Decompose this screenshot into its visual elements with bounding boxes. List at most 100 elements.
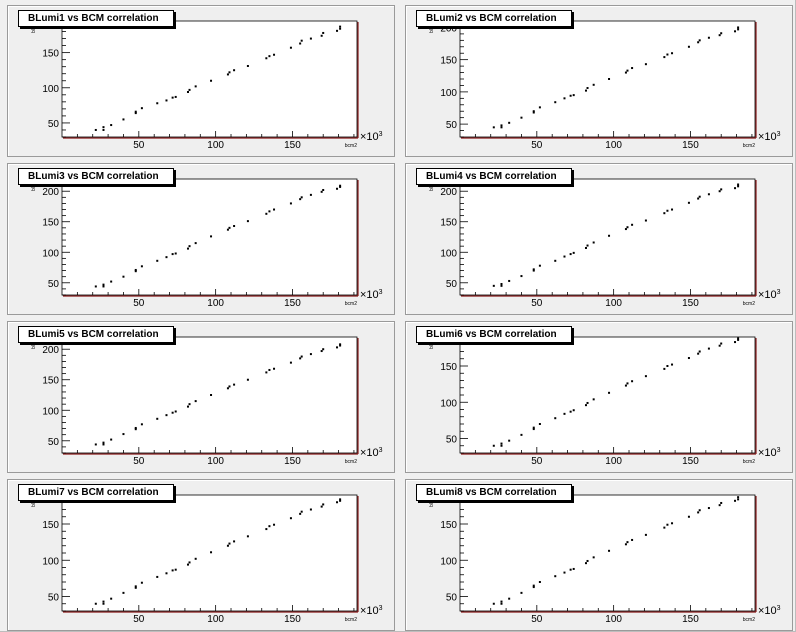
data-point: [336, 187, 339, 190]
data-point: [718, 34, 721, 37]
data-point: [737, 26, 740, 29]
y-tick-label: 200: [440, 187, 457, 198]
data-point: [608, 234, 611, 237]
x-tick-label: 100: [207, 614, 224, 625]
data-point: [663, 526, 666, 529]
data-point: [339, 25, 342, 28]
data-point: [624, 71, 627, 74]
data-point: [134, 586, 137, 589]
data-point: [156, 102, 159, 105]
data-point: [320, 505, 323, 508]
plot-area: [460, 21, 755, 137]
data-point: [500, 124, 503, 127]
data-point: [140, 265, 143, 268]
data-point: [300, 510, 303, 513]
plot-frame: [61, 336, 358, 454]
data-point: [720, 501, 723, 504]
chart-title: BLumi8 vs BCM correlation: [416, 484, 572, 501]
data-point: [737, 498, 740, 501]
data-point: [737, 183, 740, 186]
data-point: [174, 568, 177, 571]
data-point: [707, 36, 710, 39]
data-point: [644, 63, 647, 66]
data-point: [174, 252, 177, 255]
x-exponent-label: ×103: [360, 289, 383, 301]
data-point: [188, 88, 191, 91]
data-point: [584, 562, 587, 565]
data-point: [663, 367, 666, 370]
y-tick-label: 50: [446, 435, 458, 446]
data-point: [309, 353, 312, 356]
data-point: [663, 212, 666, 215]
data-point: [572, 567, 575, 570]
data-point: [592, 556, 595, 559]
data-point: [246, 64, 249, 67]
data-point: [626, 541, 629, 544]
x-tick-label: 50: [133, 298, 145, 309]
y-tick-label: 200: [42, 187, 59, 198]
plot-frame: [61, 178, 358, 296]
x-exponent-label: ×103: [758, 131, 781, 143]
x-exponent-label: ×103: [360, 447, 383, 459]
data-point: [687, 515, 690, 518]
x-tick-label: 100: [207, 298, 224, 309]
plot-frame: [459, 178, 756, 296]
data-point: [165, 99, 168, 102]
data-point: [186, 563, 189, 566]
y-tick-label: 150: [440, 56, 457, 67]
data-point: [140, 581, 143, 584]
data-point: [707, 507, 710, 510]
x-tick-label: 150: [284, 614, 301, 625]
data-point: [171, 569, 174, 572]
data-point: [508, 279, 511, 282]
data-point: [233, 383, 236, 386]
chart-svg: 5010015050100150bcm2blumi×103: [429, 336, 781, 467]
data-point: [134, 426, 137, 429]
data-point: [666, 365, 669, 367]
data-point: [520, 116, 523, 119]
y-tick-label: 150: [440, 218, 457, 229]
data-point: [339, 344, 342, 347]
data-point: [134, 428, 137, 431]
data-point: [299, 42, 302, 45]
chart-title: BLumi7 vs BCM correlation: [18, 484, 174, 501]
data-point: [339, 498, 342, 501]
data-point: [94, 443, 97, 446]
data-point: [320, 190, 323, 193]
x-axis-title: bcm2: [743, 459, 755, 465]
x-exponent-label: ×103: [758, 289, 781, 301]
data-point: [165, 414, 168, 417]
data-point: [500, 600, 503, 603]
y-tick-label: 100: [42, 84, 59, 95]
data-point: [532, 268, 535, 271]
data-point: [500, 442, 503, 445]
plot-frame: [61, 20, 358, 138]
data-point: [563, 97, 566, 100]
data-point: [186, 405, 189, 408]
data-point: [110, 124, 113, 127]
y-tick-label: 50: [48, 119, 60, 130]
data-point: [309, 193, 312, 196]
data-point: [586, 559, 589, 562]
data-point: [300, 39, 303, 42]
data-point: [110, 280, 113, 283]
data-point: [265, 212, 268, 215]
data-point: [538, 106, 541, 109]
plot-area: [460, 495, 755, 611]
data-point: [737, 28, 740, 31]
data-point: [339, 343, 342, 346]
data-point: [569, 568, 572, 571]
data-point: [554, 575, 557, 578]
data-point: [228, 226, 231, 229]
data-point: [268, 368, 271, 371]
y-tick-label: 50: [48, 437, 60, 448]
data-point: [134, 112, 137, 115]
data-point: [584, 404, 587, 407]
data-point: [737, 185, 740, 188]
data-point: [737, 496, 740, 499]
data-point: [538, 423, 541, 425]
data-point: [671, 208, 674, 211]
